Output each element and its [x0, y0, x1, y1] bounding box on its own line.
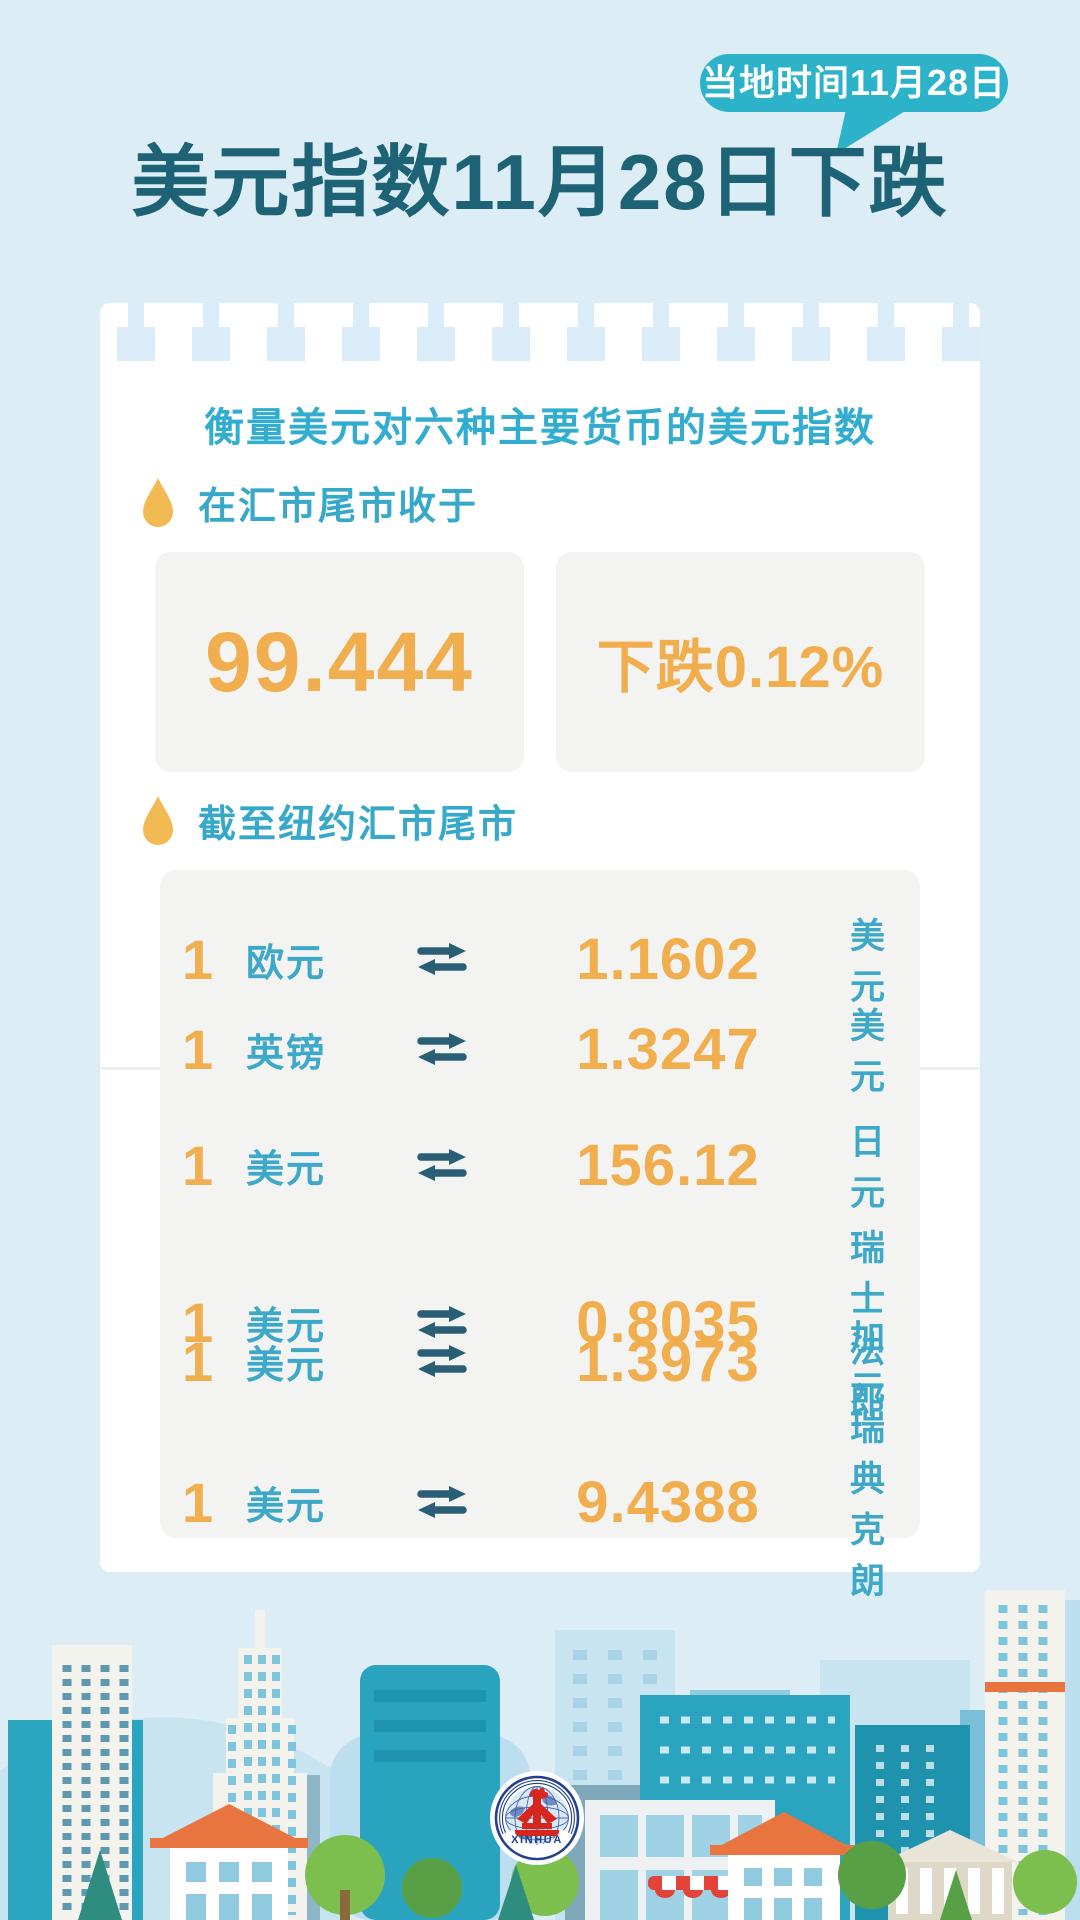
exchange-arrows-icon — [416, 1344, 528, 1378]
foreground-buildings — [78, 1800, 1077, 1920]
rate-row: 1 美元 156.12 日元 — [160, 1114, 920, 1213]
city-skyline-illustration: XINHUA — [0, 1590, 1080, 1920]
house-icon — [150, 1804, 308, 1920]
card-edge-notch — [642, 303, 680, 361]
tree-icon — [78, 1835, 1077, 1920]
torch-emblem — [515, 1787, 559, 1836]
dollar-index-change: 下跌0.12% — [596, 635, 885, 700]
rate-value: 9.4388 — [576, 1469, 760, 1535]
card-edge-notch — [117, 303, 155, 361]
section-rates-header: 截至纽约汇市尾市 — [140, 793, 518, 848]
card-edge-notch — [792, 303, 830, 361]
exchange-arrows-icon — [416, 1148, 528, 1182]
rate-from-currency: 英镑 — [246, 1032, 327, 1075]
card-edge-notch — [717, 303, 755, 361]
rate-row: 1 欧元 1.1602 美元 — [160, 908, 920, 1007]
date-badge: 当地时间11月28日 — [700, 54, 1008, 112]
rate-amount: 1 — [182, 1017, 214, 1081]
rate-to-currency: 加元 — [850, 1319, 888, 1409]
index-value-panel: 99.444 — [155, 552, 524, 772]
rate-from-currency: 欧元 — [246, 942, 327, 985]
rate-to-currency: 瑞典克朗 — [850, 1409, 888, 1601]
xinhua-logo: XINHUA — [490, 1771, 584, 1865]
dollar-index-value: 99.444 — [205, 614, 474, 709]
card-edge-notch — [342, 303, 380, 361]
card-edge-notch — [942, 303, 980, 361]
rate-value: 1.1602 — [576, 926, 760, 992]
rate-from-currency: 美元 — [246, 1305, 327, 1348]
rate-row: 1 美元 1.3973 加元 — [160, 1310, 920, 1409]
exchange-arrows-icon — [416, 1032, 528, 1066]
section-label: 在汇市尾市收于 — [198, 486, 479, 528]
exchange-arrows-icon — [416, 1305, 528, 1339]
card-edge-notch — [267, 303, 305, 361]
section-close-header: 在汇市尾市收于 — [140, 475, 478, 530]
rate-value: 1.3973 — [576, 1328, 760, 1394]
card-subtitle: 衡量美元对六种主要货币的美元指数 — [204, 406, 876, 450]
rate-from-currency: 美元 — [246, 1485, 327, 1528]
section-label: 截至纽约汇市尾市 — [198, 804, 519, 846]
card-edge-notch — [492, 303, 530, 361]
rate-to-currency: 瑞士法郎 — [850, 1229, 888, 1421]
rate-value: 0.8035 — [576, 1289, 760, 1355]
index-panels: 99.444 下跌0.12% — [100, 552, 980, 772]
rate-row: 1 美元 9.4388 瑞典克朗 — [160, 1400, 920, 1601]
exchange-arrows-icon — [416, 942, 528, 976]
rate-amount: 1 — [182, 927, 214, 991]
exchange-arrows-icon — [416, 1485, 528, 1519]
card-edge-notch — [567, 303, 605, 361]
rate-amount: 1 — [182, 1329, 214, 1393]
page-title: 美元指数11月28日下跌 — [131, 138, 949, 226]
house-icon — [710, 1812, 858, 1920]
rate-amount: 1 — [182, 1470, 214, 1534]
content-card: 衡量美元对六种主要货币的美元指数 在汇市尾市收于 99.444 下跌0.12% … — [100, 303, 980, 1601]
exchange-rates-panel: 1 欧元 1.1602 美元 1 英镑 1.3247 美元 1 美元 — [160, 870, 920, 1601]
rate-amount: 1 — [182, 1290, 214, 1354]
rate-to-currency: 美元 — [850, 1007, 888, 1097]
card-edge-notch — [417, 303, 455, 361]
rate-row: 1 美元 0.8035 瑞士法郎 — [160, 1220, 920, 1421]
index-change-panel: 下跌0.12% — [556, 552, 925, 772]
card-edge-notch — [867, 303, 905, 361]
rate-to-currency: 日元 — [850, 1123, 888, 1213]
rate-from-currency: 美元 — [246, 1344, 327, 1387]
card-edge-notch — [192, 303, 230, 361]
rate-from-currency: 美元 — [246, 1148, 327, 1191]
rate-value: 1.3247 — [576, 1016, 760, 1082]
water-drop-icon — [143, 477, 173, 527]
rate-value: 156.12 — [576, 1132, 760, 1198]
rate-amount: 1 — [182, 1133, 214, 1197]
water-drop-icon — [143, 795, 173, 845]
logo-text: XINHUA — [511, 1834, 563, 1846]
rate-to-currency: 美元 — [850, 917, 888, 1007]
rate-row: 1 英镑 1.3247 美元 — [160, 998, 920, 1097]
